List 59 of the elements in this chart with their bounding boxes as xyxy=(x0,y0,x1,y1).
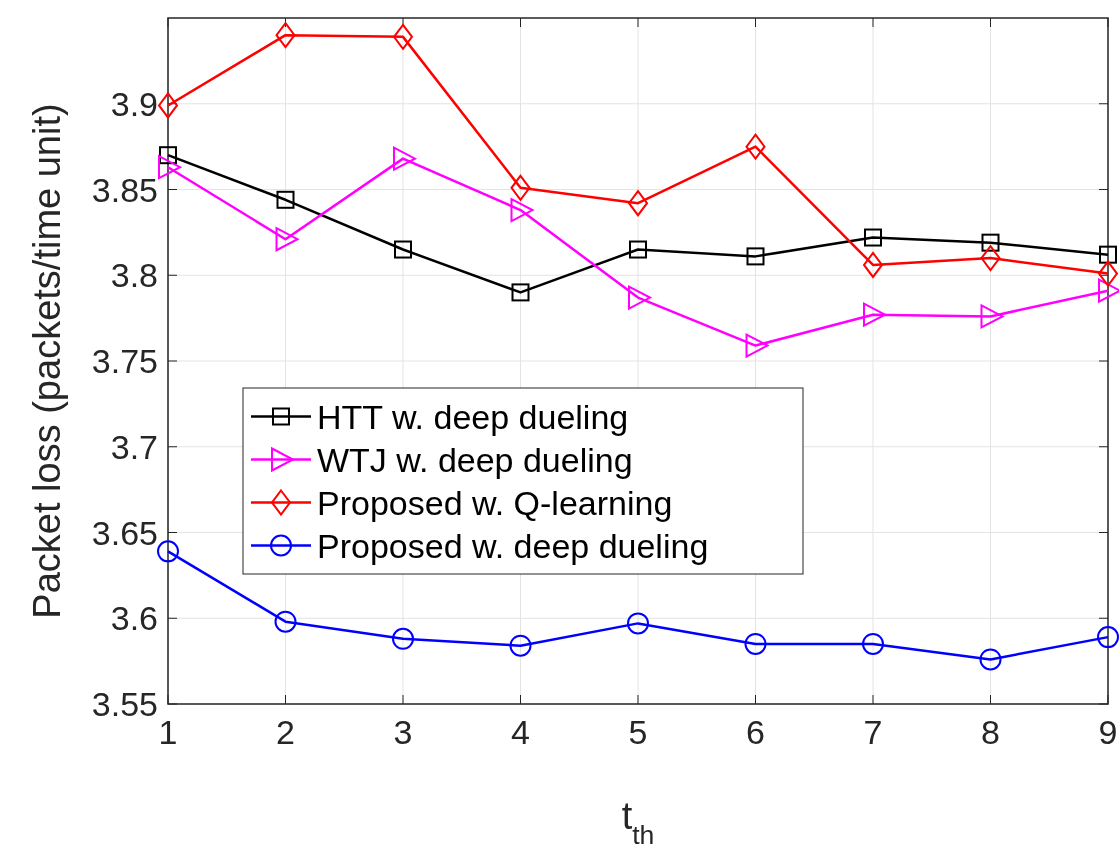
point xyxy=(509,634,532,657)
legend-label: HTT w. deep dueling xyxy=(317,397,629,436)
y-tick-label: 3.55 xyxy=(91,685,158,723)
point xyxy=(392,627,414,650)
point xyxy=(393,146,416,171)
y-tick-label: 3.8 xyxy=(110,256,158,295)
point xyxy=(979,648,1002,671)
legend-label: Proposed w. deep dueling xyxy=(317,526,709,565)
point xyxy=(628,190,648,217)
point xyxy=(510,198,534,223)
point xyxy=(510,174,531,201)
point xyxy=(981,233,1000,252)
point xyxy=(1097,626,1119,649)
point xyxy=(629,240,647,259)
point xyxy=(157,540,179,563)
point xyxy=(863,251,883,278)
point xyxy=(275,22,296,49)
x-tick-label: 4 xyxy=(511,713,530,751)
point xyxy=(628,285,651,310)
point xyxy=(627,612,649,635)
y-tick-label: 3.65 xyxy=(91,513,158,552)
x-tick-label: 9 xyxy=(1098,713,1118,751)
point xyxy=(394,240,412,259)
point xyxy=(159,146,177,165)
point xyxy=(980,245,1001,272)
y-tick-label: 3.85 xyxy=(91,170,158,209)
y-tick-label: 3.7 xyxy=(110,427,158,466)
point xyxy=(1098,260,1118,287)
point xyxy=(511,283,530,302)
x-tick-label: 2 xyxy=(276,713,295,751)
y-tick-label: 3.6 xyxy=(110,599,158,638)
point xyxy=(393,23,413,50)
point xyxy=(744,632,767,655)
point xyxy=(745,133,766,160)
point xyxy=(158,155,181,180)
point xyxy=(746,247,765,266)
x-tick-label: 6 xyxy=(746,713,765,751)
x-axis-title: t$_{th}$ xyxy=(621,795,655,846)
point xyxy=(276,190,295,209)
x-tick-label: 7 xyxy=(863,713,883,751)
point xyxy=(863,302,886,327)
point xyxy=(1098,278,1119,303)
point xyxy=(158,92,178,119)
point xyxy=(1099,245,1117,264)
x-tick-label: 1 xyxy=(158,713,178,751)
legend-label: WTJ w. deep dueling xyxy=(317,440,633,479)
point xyxy=(862,632,884,655)
x-tick-label: 5 xyxy=(628,713,648,751)
point xyxy=(274,610,297,633)
point xyxy=(745,333,769,358)
point xyxy=(864,228,882,247)
x-tick-label: 3 xyxy=(393,713,413,751)
point xyxy=(980,304,1004,329)
y-tick-label: 3.9 xyxy=(110,84,158,123)
y-tick-label: 3.75 xyxy=(91,342,158,380)
legend-label: Proposed w. Q-learning xyxy=(317,483,673,522)
x-tick-label: 8 xyxy=(981,713,1000,751)
y-axis-title: Packet loss (packets/time unit) xyxy=(26,103,68,619)
point xyxy=(275,227,299,252)
